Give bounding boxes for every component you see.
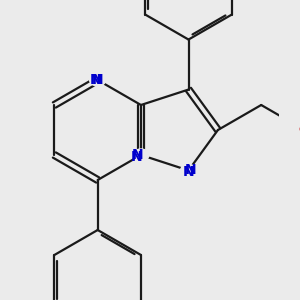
Text: N: N [183, 166, 194, 179]
Text: N: N [130, 150, 142, 164]
Ellipse shape [90, 74, 106, 86]
Ellipse shape [297, 124, 300, 135]
Text: N: N [185, 164, 196, 178]
Ellipse shape [133, 149, 149, 161]
Text: N: N [90, 73, 101, 87]
Text: O: O [298, 123, 300, 137]
Ellipse shape [181, 164, 196, 176]
Text: N: N [92, 73, 103, 87]
Text: N: N [132, 148, 144, 162]
Text: O: O [298, 123, 300, 137]
